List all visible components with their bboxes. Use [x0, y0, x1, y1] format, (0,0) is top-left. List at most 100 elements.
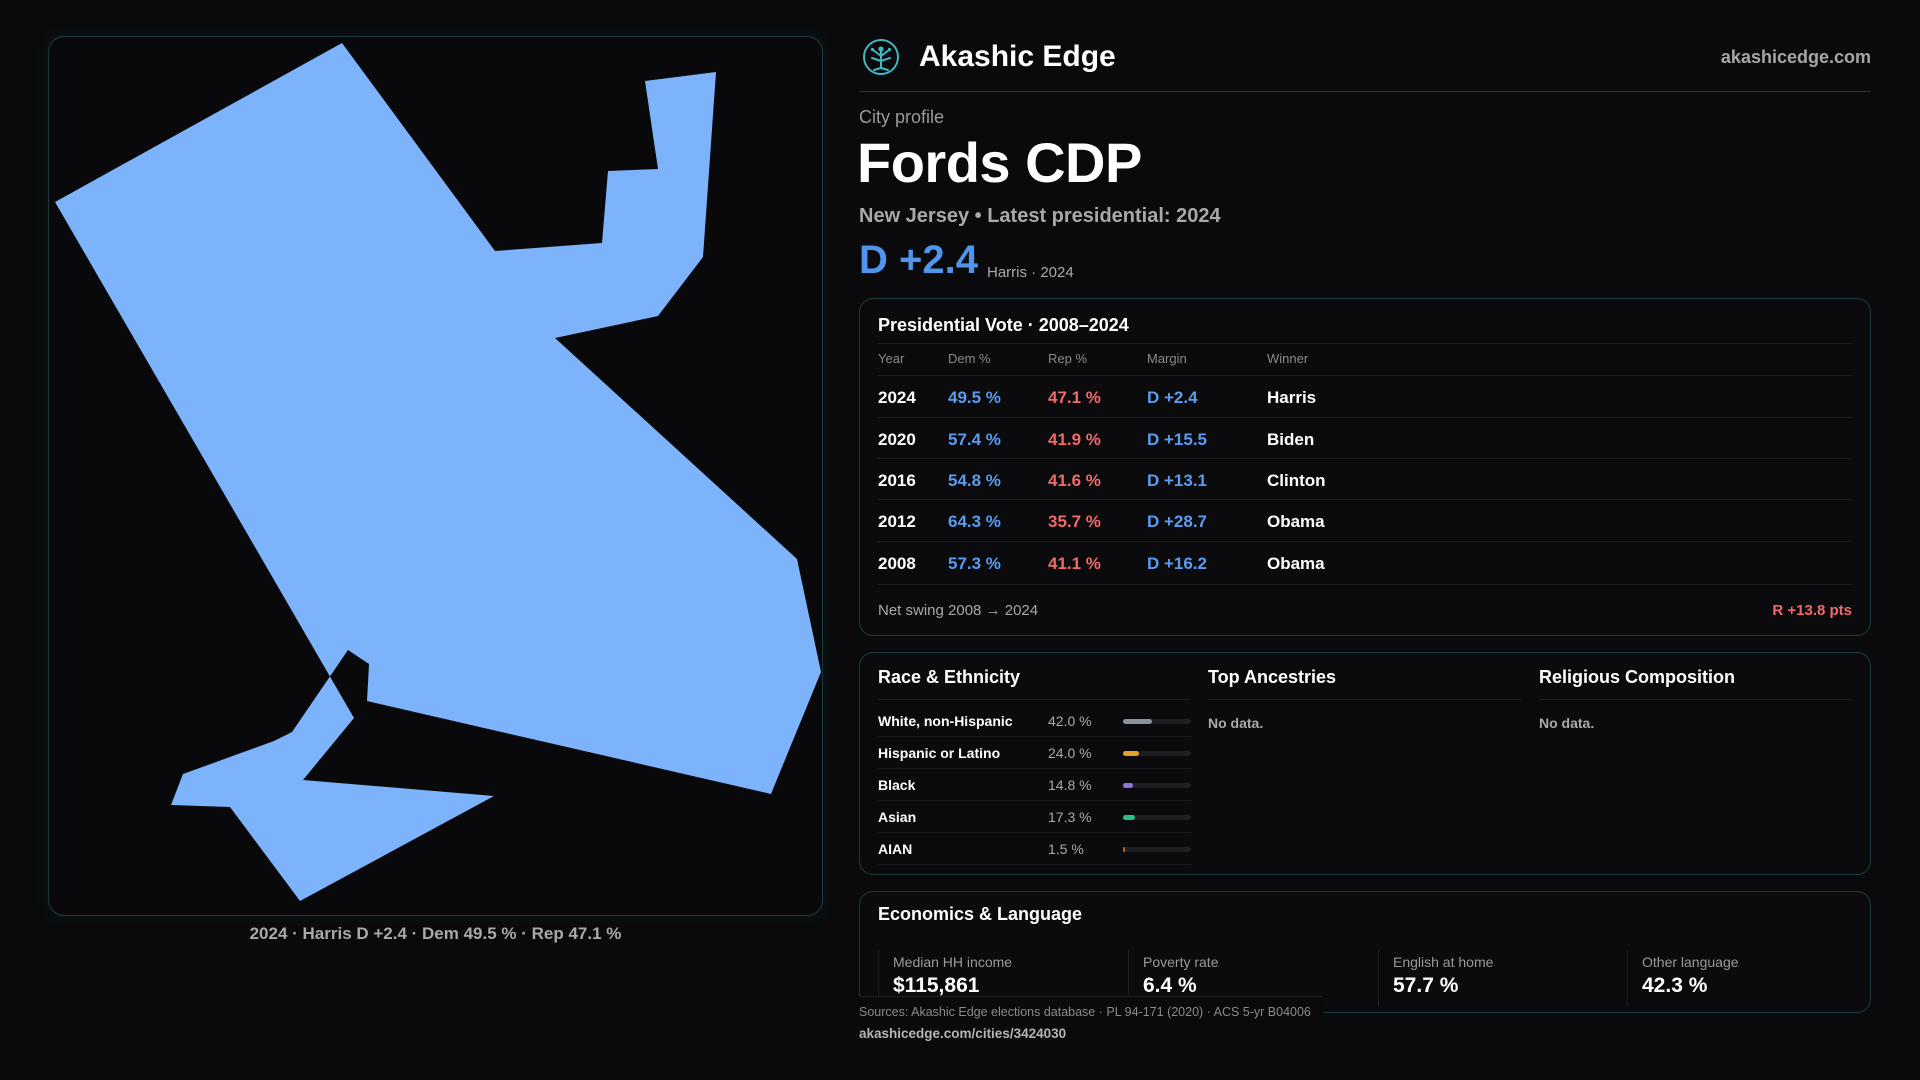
- latest-margin: D +2.4: [859, 238, 978, 282]
- table-row: 2008 57.3 % 41.1 % D +16.2 Obama: [878, 542, 1852, 583]
- race-bar-fill: [1123, 847, 1125, 852]
- stat-median-income: Median HH income $115,861: [878, 950, 1128, 1006]
- race-percent: 14.8 %: [1048, 777, 1092, 793]
- col-header-dem: Dem %: [948, 351, 991, 366]
- col-header-winner: Winner: [1267, 351, 1309, 366]
- table-row: 2016 54.8 % 41.6 % D +13.1 Clinton: [878, 459, 1852, 500]
- cell-winner: Clinton: [1267, 471, 1326, 490]
- cell-margin: D +15.5: [1147, 430, 1208, 449]
- race-bar-track: [1123, 783, 1191, 788]
- race-bar-track: [1123, 815, 1191, 820]
- stat-label: Median HH income: [893, 954, 1013, 970]
- cell-rep: 41.1 %: [1048, 554, 1101, 573]
- cell-dem: 64.3 %: [948, 512, 1001, 531]
- table-row: 2024 49.5 % 47.1 % D +2.4 Harris: [878, 376, 1852, 417]
- net-swing-value: R +13.8 pts: [1772, 602, 1852, 619]
- race-percent: 1.5 %: [1048, 841, 1084, 857]
- city-boundary-map: [55, 43, 821, 901]
- footer-url-link[interactable]: akashicedge.com/cities/3424030: [859, 1026, 1067, 1041]
- ancestries-section-title: Top Ancestries: [1208, 667, 1337, 687]
- stat-english-at-home: English at home 57.7 %: [1378, 950, 1628, 1006]
- sources-text: Sources: Akashic Edge elections database…: [859, 1005, 1311, 1019]
- economics-card: Economics & Language Median HH income $1…: [859, 891, 1871, 1013]
- divider: [878, 458, 1852, 459]
- cell-winner: Obama: [1267, 512, 1325, 531]
- stat-value: 6.4 %: [1143, 974, 1197, 997]
- ancestries-section: Top Ancestries No data.: [1208, 667, 1521, 867]
- cell-margin: D +28.7: [1147, 512, 1208, 531]
- vote-card-title: Presidential Vote · 2008–2024: [878, 315, 1129, 335]
- race-bar-fill: [1123, 719, 1152, 724]
- cell-margin: D +2.4: [1147, 388, 1198, 407]
- cell-dem: 49.5 %: [948, 388, 1001, 407]
- stat-label: Other language: [1642, 954, 1739, 970]
- boundary-map: [48, 36, 823, 916]
- brand-name: Akashic Edge: [919, 40, 1116, 73]
- brand-url-link[interactable]: akashicedge.com: [1720, 47, 1871, 67]
- race-bar-fill: [1123, 783, 1134, 788]
- race-bar-track: [1123, 719, 1191, 724]
- cell-rep: 47.1 %: [1048, 388, 1101, 407]
- religion-empty-text: No data.: [1539, 715, 1595, 731]
- economics-card-title: Economics & Language: [878, 904, 1083, 924]
- page-title: Fords CDP: [857, 131, 1142, 194]
- divider: [878, 584, 1852, 585]
- latest-margin-sub: Harris · 2024: [987, 264, 1074, 281]
- stat-value: 57.7 %: [1393, 974, 1459, 997]
- divider: [878, 699, 1191, 700]
- race-bar-track: [1123, 847, 1191, 852]
- divider: [878, 375, 1852, 376]
- footer: Sources: Akashic Edge elections database…: [859, 996, 1323, 1046]
- race-row: Black 14.8 %: [878, 769, 1191, 801]
- race-name: Black: [878, 777, 916, 793]
- net-swing-label: Net swing 2008 → 2024: [878, 602, 1039, 619]
- stat-value: 42.3 %: [1642, 974, 1708, 997]
- cell-year: 2024: [878, 388, 916, 407]
- tree-emblem-icon: [863, 39, 899, 75]
- cell-year: 2020: [878, 430, 916, 449]
- race-row: Hispanic or Latino 24.0 %: [878, 737, 1191, 769]
- stat-value: $115,861: [893, 974, 980, 997]
- stat-poverty-rate: Poverty rate 6.4 %: [1128, 950, 1378, 1006]
- cell-dem: 57.3 %: [948, 554, 1001, 573]
- race-name: White, non-Hispanic: [878, 713, 1013, 729]
- page-kicker: City profile: [859, 107, 945, 127]
- race-bar-fill: [1123, 815, 1135, 820]
- religion-section-title: Religious Composition: [1539, 667, 1735, 687]
- cell-winner: Biden: [1267, 430, 1315, 449]
- race-bar-fill: [1123, 751, 1140, 756]
- divider: [878, 541, 1852, 542]
- race-percent: 42.0 %: [1048, 713, 1092, 729]
- race-name: Asian: [878, 809, 917, 825]
- race-row: White, non-Hispanic 42.0 %: [878, 705, 1191, 737]
- cell-winner: Harris: [1267, 388, 1317, 407]
- divider: [1208, 699, 1521, 700]
- stat-label: Poverty rate: [1143, 954, 1219, 970]
- race-percent: 17.3 %: [1048, 809, 1092, 825]
- cell-rep: 41.9 %: [1048, 430, 1101, 449]
- table-row: 2020 57.4 % 41.9 % D +15.5 Biden: [878, 418, 1852, 459]
- race-ethnicity-section: Race & Ethnicity White, non-Hispanic 42.0…: [878, 667, 1191, 867]
- city-boundary-shape: [55, 43, 821, 901]
- divider: [878, 417, 1852, 418]
- col-header-year: Year: [878, 351, 905, 366]
- race-name: AIAN: [878, 841, 913, 857]
- presidential-vote-card: Presidential Vote · 2008–2024 Year Dem %…: [859, 298, 1871, 636]
- demographics-card: Race & Ethnicity White, non-Hispanic 42.0…: [859, 652, 1871, 875]
- map-caption: 2024 · Harris D +2.4 · Dem 49.5 % · Rep …: [249, 924, 622, 943]
- stat-other-language: Other language 42.3 %: [1627, 950, 1877, 1006]
- cell-year: 2016: [878, 471, 916, 490]
- race-row: AIAN 1.5 %: [878, 833, 1191, 865]
- cell-rep: 35.7 %: [1048, 512, 1101, 531]
- race-bar-track: [1123, 751, 1191, 756]
- race-percent: 24.0 %: [1048, 745, 1092, 761]
- cell-year: 2012: [878, 512, 916, 531]
- cell-dem: 54.8 %: [948, 471, 1001, 490]
- col-header-margin: Margin: [1147, 351, 1187, 366]
- cell-year: 2008: [878, 554, 916, 573]
- cell-margin: D +16.2: [1147, 554, 1208, 573]
- stat-label: English at home: [1393, 954, 1494, 970]
- divider: [1539, 699, 1852, 700]
- cell-dem: 57.4 %: [948, 430, 1001, 449]
- col-header-rep: Rep %: [1048, 351, 1088, 366]
